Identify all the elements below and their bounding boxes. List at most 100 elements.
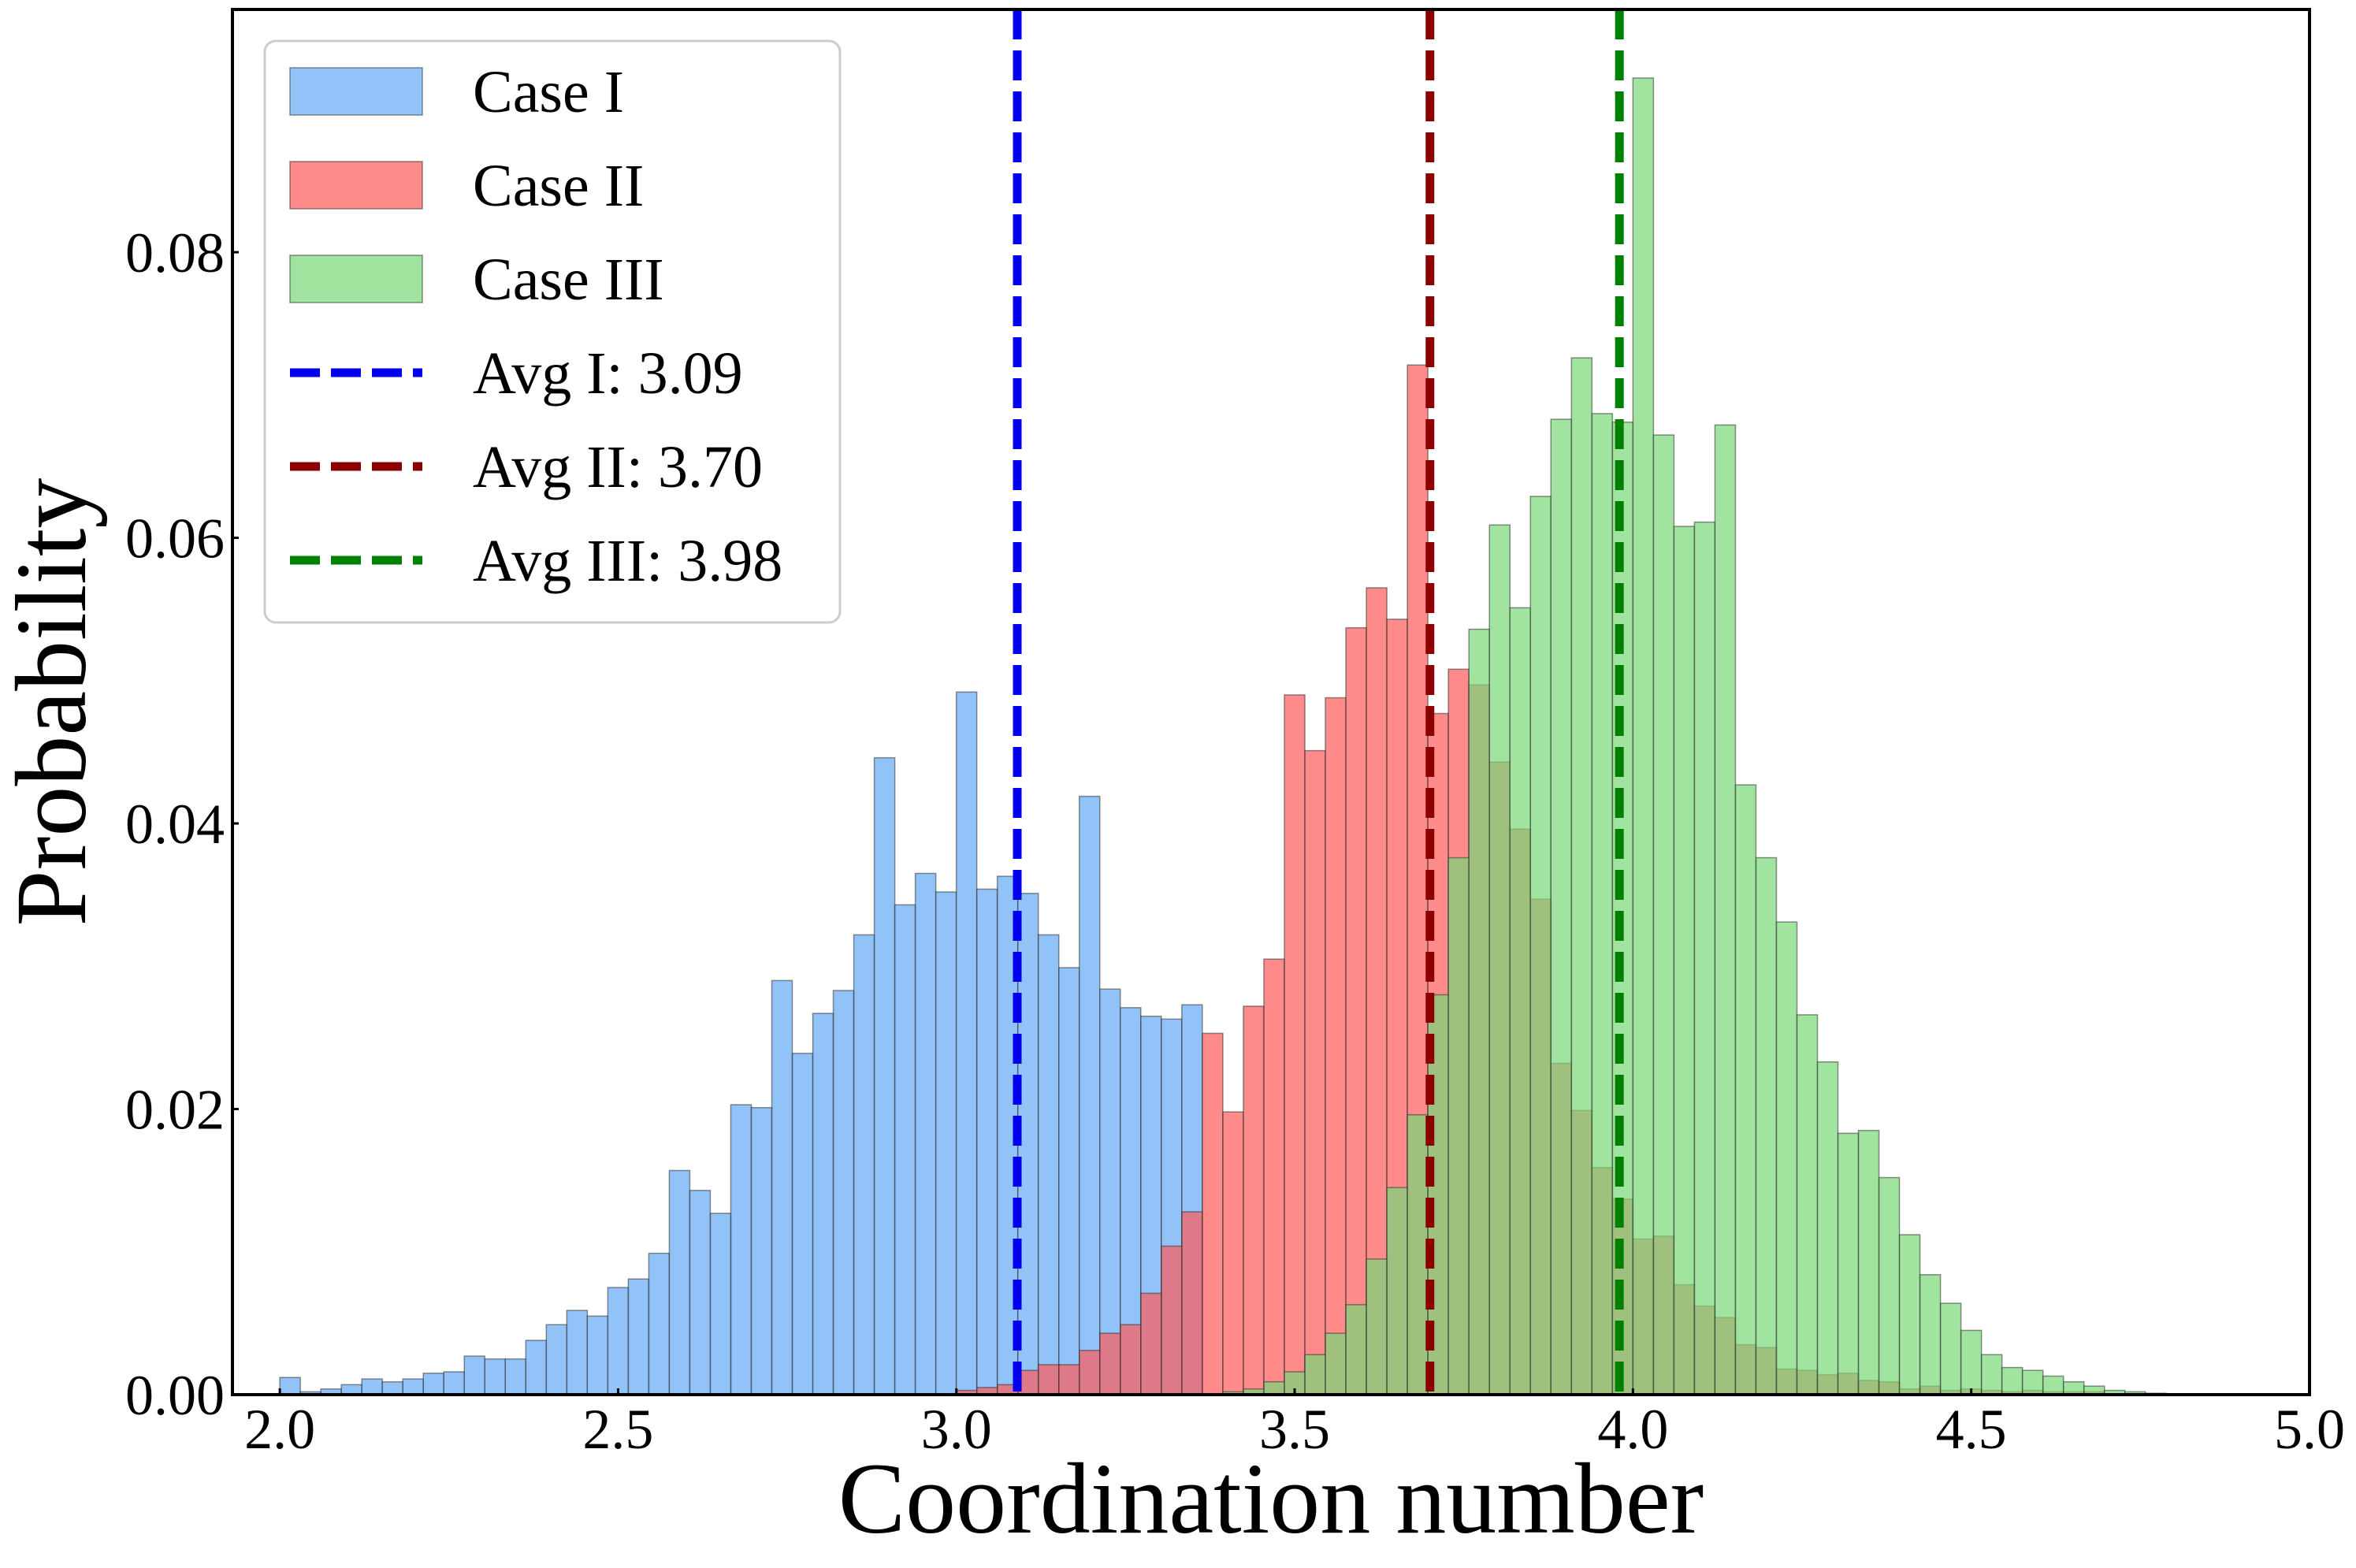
legend-label: Avg III: 3.98 [473, 528, 782, 594]
case-i-bar [1057, 967, 1080, 1395]
case-iii-bar [1468, 628, 1491, 1395]
case-iii-bar [1816, 1061, 1839, 1395]
x-tick-label: 4.5 [1936, 1398, 2007, 1461]
case-ii-bar [1325, 697, 1347, 1395]
y-tick-label: 0.08 [125, 221, 225, 284]
case-i-bar [422, 1373, 444, 1395]
x-tick-label: 3.5 [1259, 1398, 1330, 1461]
case-iii-bar [1857, 1129, 1880, 1395]
case-i-bar [443, 1371, 466, 1395]
case-ii-bar [1140, 1292, 1162, 1395]
case-iii-bar [1570, 357, 1593, 1395]
case-iii-bar [1325, 1332, 1347, 1395]
case-i-bar [873, 756, 896, 1395]
case-ii-bar [1058, 1364, 1080, 1395]
legend: Case I Case II Case III Avg I: 3.09 Avg II: … [263, 39, 842, 624]
legend-label: Case I [473, 59, 624, 125]
case-i-bar [771, 979, 793, 1395]
case-iii-bar [1509, 607, 1532, 1395]
legend-label: Avg I: 3.09 [473, 340, 743, 407]
y-tick-label: 0.02 [125, 1079, 225, 1142]
case-iii-bar [1304, 1354, 1326, 1395]
case-i-bar [853, 934, 875, 1395]
case-ii-bar [1161, 1245, 1183, 1395]
case-i-bar [955, 691, 978, 1395]
y-tick-label: 0.04 [125, 793, 225, 856]
plot-frame [231, 8, 2311, 1396]
case-ii-bar [1345, 627, 1367, 1395]
case-iii-bar [1366, 1258, 1388, 1395]
case-iii-bar [1755, 856, 1778, 1395]
case-i-bar [586, 1315, 609, 1395]
case-i-bar [361, 1378, 383, 1395]
case-ii-bar [1202, 1032, 1224, 1395]
case-ii-bar [1263, 958, 1285, 1395]
x-tick-label: 2.0 [244, 1398, 315, 1461]
case-iii-bar [1714, 424, 1737, 1395]
case-iii-bar [1529, 496, 1552, 1395]
y-axis-label: Probability [0, 478, 107, 927]
case-iii-bar [1796, 1014, 1819, 1395]
case-iii-bar [1693, 521, 1716, 1395]
case-i-series [279, 691, 1203, 1395]
case-ii-legend-swatch [289, 161, 423, 210]
legend-label: Avg II: 3.70 [473, 434, 763, 500]
case-ii-bar [1222, 1111, 1244, 1395]
case-i-bar [914, 872, 937, 1395]
x-tick-label: 4.0 [1597, 1398, 1668, 1461]
case-iii-bar [1775, 921, 1798, 1395]
case-iii-bar [2042, 1375, 2064, 1395]
case-i-bar [730, 1104, 753, 1395]
case-i-bar [279, 1377, 301, 1395]
x-tick-label: 5.0 [2274, 1398, 2345, 1461]
case-i-bar [935, 891, 957, 1395]
case-ii-bar [1304, 749, 1326, 1395]
case-i-bar [709, 1213, 732, 1395]
case-i-bar [627, 1278, 650, 1395]
case-iii-bar [1550, 418, 1573, 1395]
case-ii-bar [1284, 694, 1306, 1395]
case-ii-bar [1243, 1005, 1265, 1395]
case-i-bar [504, 1358, 527, 1395]
case-ii-bar [1181, 1211, 1203, 1395]
case-i-bar [791, 1053, 814, 1395]
case-iii-bar [2062, 1380, 2085, 1395]
case-iii-bar [1960, 1329, 1983, 1395]
case-i-bar [607, 1287, 630, 1395]
average-lines [1013, 9, 1624, 1395]
case-iii-bar [1652, 434, 1675, 1395]
case-i-bar [463, 1355, 486, 1395]
case-iii-bar [2021, 1369, 2044, 1395]
legend-label: Case III [473, 247, 664, 313]
case-i-bar [975, 888, 998, 1395]
case-ii-bar [1038, 1364, 1060, 1395]
y-tick-label: 0.06 [125, 507, 225, 570]
case-iii-bar [1939, 1302, 1962, 1395]
case-i-bar [689, 1190, 712, 1395]
y-axis-ticks: 0.00 0.02 0.04 0.06 0.08 [125, 221, 239, 1427]
case-ii-bar [1120, 1324, 1142, 1395]
case-i-bar [381, 1380, 403, 1395]
case-iii-legend-swatch [289, 255, 423, 303]
case-iii-bar [1345, 1304, 1367, 1395]
case-i-bar [566, 1310, 589, 1395]
case-iii-bar [1878, 1176, 1901, 1395]
case-ii-bar [1079, 1350, 1101, 1395]
case-iii-bar [1386, 1187, 1408, 1395]
case-i-bar [668, 1169, 691, 1395]
case-iii-bar [1919, 1274, 1942, 1395]
case-iii-bar [1980, 1354, 2003, 1395]
legend-label: Case II [473, 153, 644, 219]
x-tick-label: 3.0 [921, 1398, 992, 1461]
case-iii-bar [1673, 526, 1696, 1395]
case-iii-bar [1488, 524, 1511, 1395]
x-axis-label: Coordination number [838, 1443, 1704, 1555]
case-iii-bar [1734, 784, 1757, 1395]
x-tick-label: 2.5 [582, 1398, 653, 1461]
case-iii-bar [2001, 1366, 2023, 1395]
case-iii-bar [1632, 77, 1655, 1395]
case-i-bar [812, 1013, 834, 1395]
case-i-legend-swatch [289, 67, 423, 116]
case-i-bar [648, 1252, 671, 1395]
